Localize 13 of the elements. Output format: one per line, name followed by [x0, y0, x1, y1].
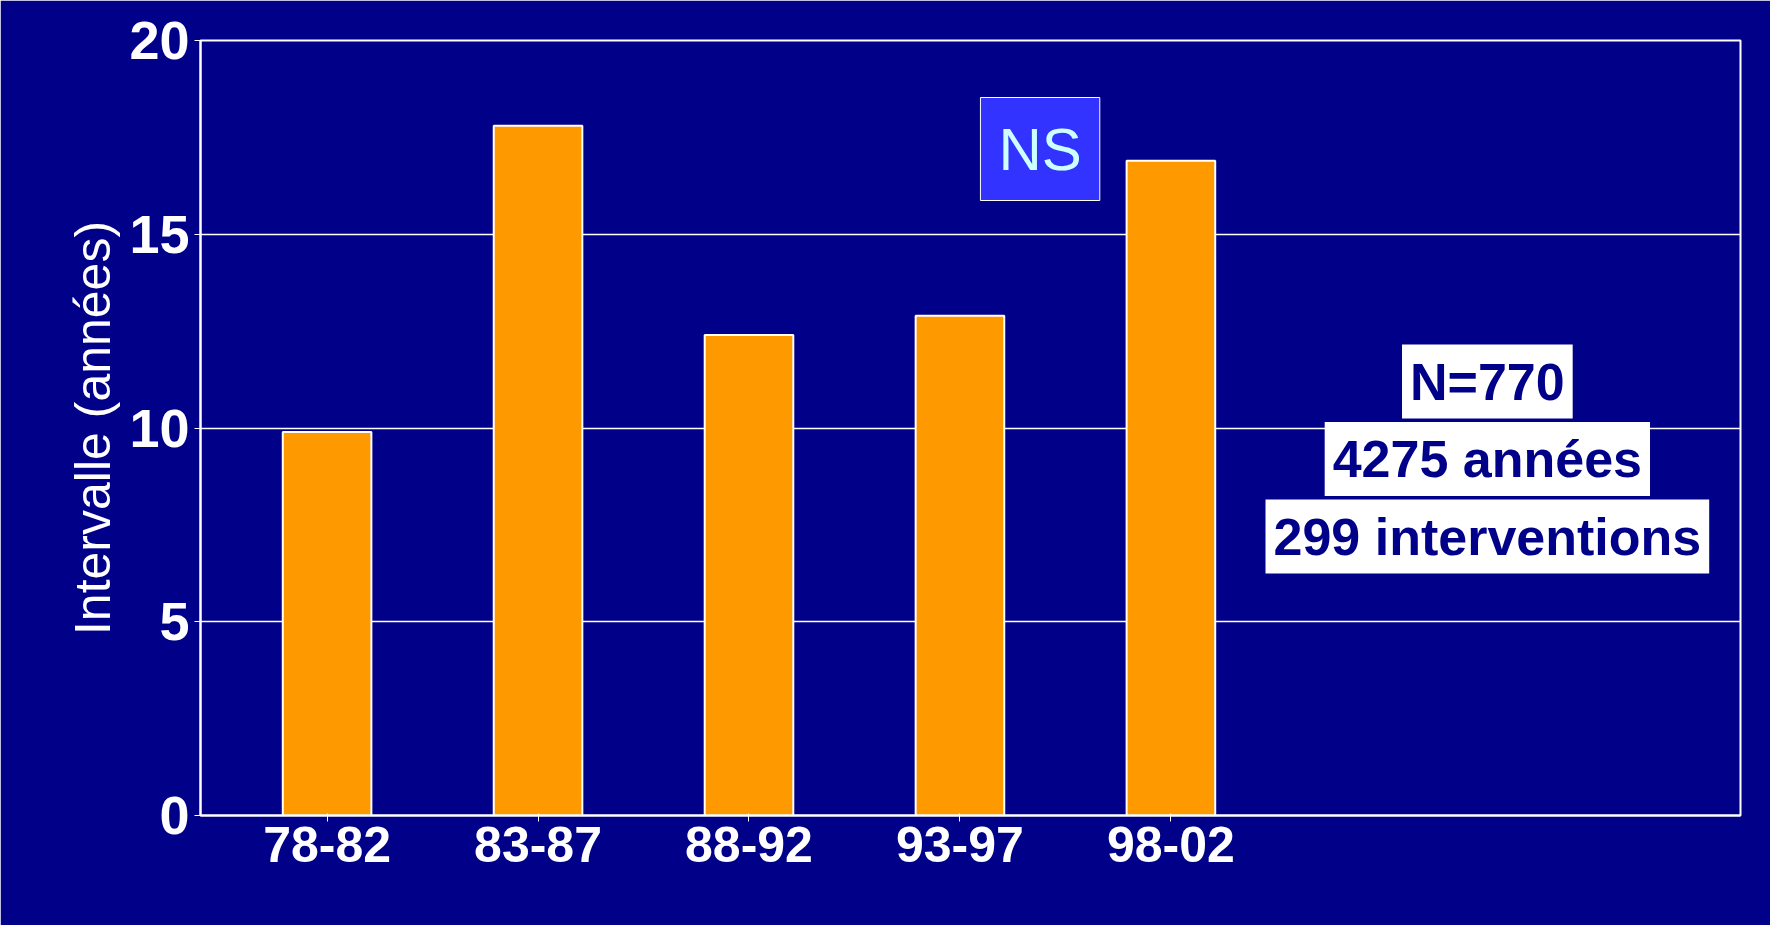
x-tick-label: 83-87: [474, 816, 602, 873]
y-tick-label: 15: [129, 203, 190, 264]
x-tick-label: 93-97: [896, 816, 1024, 873]
annotation: NS: [998, 115, 1082, 183]
x-tick-label: 88-92: [685, 816, 813, 873]
annotation: N=770 4275 années 299 interventions: [1273, 352, 1702, 566]
x-tick-label: 78-82: [263, 816, 392, 873]
y-axis-title: Intervalle (années): [65, 220, 122, 636]
x-tick-label: 98-02: [1106, 816, 1235, 873]
y-tick-label: 5: [159, 591, 190, 652]
y-tick-label: 0: [159, 785, 190, 845]
y-tick-label: 10: [129, 397, 190, 458]
y-tick-label: 20: [129, 10, 190, 70]
